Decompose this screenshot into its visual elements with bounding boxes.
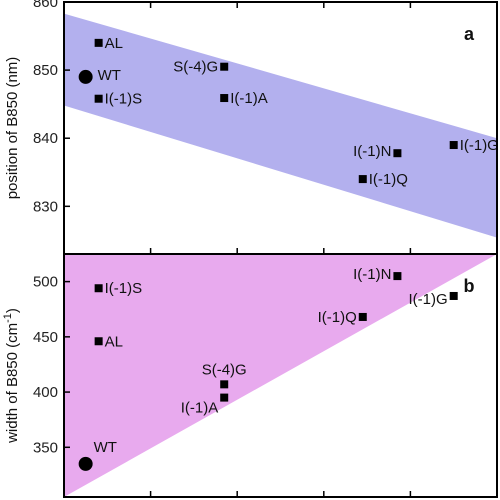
y-tick-label-a: 840 <box>33 130 58 147</box>
data-point-b <box>393 272 402 281</box>
panel-a: 830 840 850 860 AL WT I(-1)S S(-4)G I(-1)A I(-1)N… <box>4 0 499 254</box>
point-label-b: AL <box>105 333 123 350</box>
y-tick-label-a: 860 <box>33 0 58 11</box>
data-point-b <box>94 284 103 293</box>
point-label-a: I(-1)N <box>353 143 391 160</box>
plot-frame <box>63 1 498 498</box>
y-axis-label-a: position of B850 (nm) <box>4 57 21 200</box>
point-label-a: I(-1)Q <box>369 171 408 188</box>
data-point-a <box>94 38 103 47</box>
point-label-b: I(-1)S <box>105 280 143 297</box>
point-label-a: AL <box>105 35 123 52</box>
data-point-b <box>78 456 93 471</box>
data-point-b <box>94 337 103 346</box>
point-label-b: I(-1)Q <box>318 309 357 326</box>
point-label-b: I(-1)A <box>181 400 219 417</box>
y-tick-label-b: 500 <box>33 274 58 291</box>
band-a <box>64 13 497 238</box>
band-b <box>64 254 497 497</box>
point-label-a: S(-4)G <box>173 59 218 76</box>
panel-label-a: a <box>464 24 475 44</box>
y-tick-label-b: 350 <box>33 439 58 456</box>
data-point-b <box>220 393 229 402</box>
data-point-b <box>449 291 458 300</box>
point-label-a: I(-1)A <box>230 90 268 107</box>
point-label-b: I(-1)N <box>353 266 391 283</box>
point-label-a: WT <box>98 67 121 84</box>
data-point-a <box>78 69 93 84</box>
data-point-b <box>220 380 229 389</box>
data-point-a <box>449 141 458 150</box>
data-point-b <box>358 312 367 321</box>
y-tick-label-a: 850 <box>33 62 58 79</box>
panel-b: 350 400 450 500 I(-1)S AL S(-4)G I(-1)A WT I(-1)N… <box>2 254 497 497</box>
data-point-a <box>358 175 367 184</box>
y-tick-label-b: 450 <box>33 329 58 346</box>
y-tick-label-b: 400 <box>33 384 58 401</box>
point-label-a: I(-1)S <box>105 91 143 108</box>
point-label-b: S(-4)G <box>202 361 247 378</box>
data-point-a <box>393 149 402 158</box>
panel-label-b: b <box>464 276 475 296</box>
y-tick-label-a: 830 <box>33 198 58 215</box>
y-axis-label-b: width of B850 (cm-1) <box>2 308 21 444</box>
data-point-a <box>220 62 229 71</box>
point-label-b: I(-1)G <box>409 291 448 308</box>
point-label-a: I(-1)G <box>460 137 499 154</box>
data-point-a <box>220 94 229 103</box>
point-label-b: WT <box>94 439 117 456</box>
data-point-a <box>94 94 103 103</box>
